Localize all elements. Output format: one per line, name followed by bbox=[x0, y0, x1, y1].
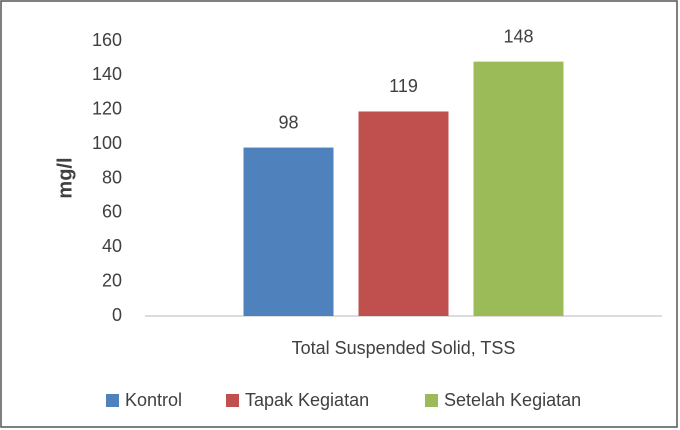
bar bbox=[243, 147, 334, 316]
y-tick-label: 40 bbox=[102, 236, 122, 256]
y-axis-label: mg/l bbox=[54, 157, 76, 198]
data-label: 98 bbox=[278, 112, 298, 132]
y-tick-label: 60 bbox=[102, 202, 122, 222]
legend-label: Setelah Kegiatan bbox=[444, 390, 581, 410]
y-tick-label: 160 bbox=[92, 30, 122, 50]
legend-label: Kontrol bbox=[125, 390, 182, 410]
legend-label: Tapak Kegiatan bbox=[245, 390, 369, 410]
bar bbox=[358, 111, 449, 316]
data-label: 148 bbox=[503, 26, 533, 46]
legend-swatch bbox=[106, 394, 119, 407]
y-tick-label: 140 bbox=[92, 64, 122, 84]
legend-swatch bbox=[226, 394, 239, 407]
x-tick-label: Total Suspended Solid, TSS bbox=[292, 338, 516, 358]
y-tick-label: 100 bbox=[92, 133, 122, 153]
y-tick-label: 0 bbox=[112, 305, 122, 325]
data-label: 119 bbox=[389, 76, 418, 96]
y-tick-label: 20 bbox=[102, 270, 122, 290]
bar bbox=[473, 61, 564, 316]
y-tick-label: 120 bbox=[92, 99, 122, 119]
y-tick-label: 80 bbox=[102, 167, 122, 187]
legend-swatch bbox=[425, 394, 438, 407]
